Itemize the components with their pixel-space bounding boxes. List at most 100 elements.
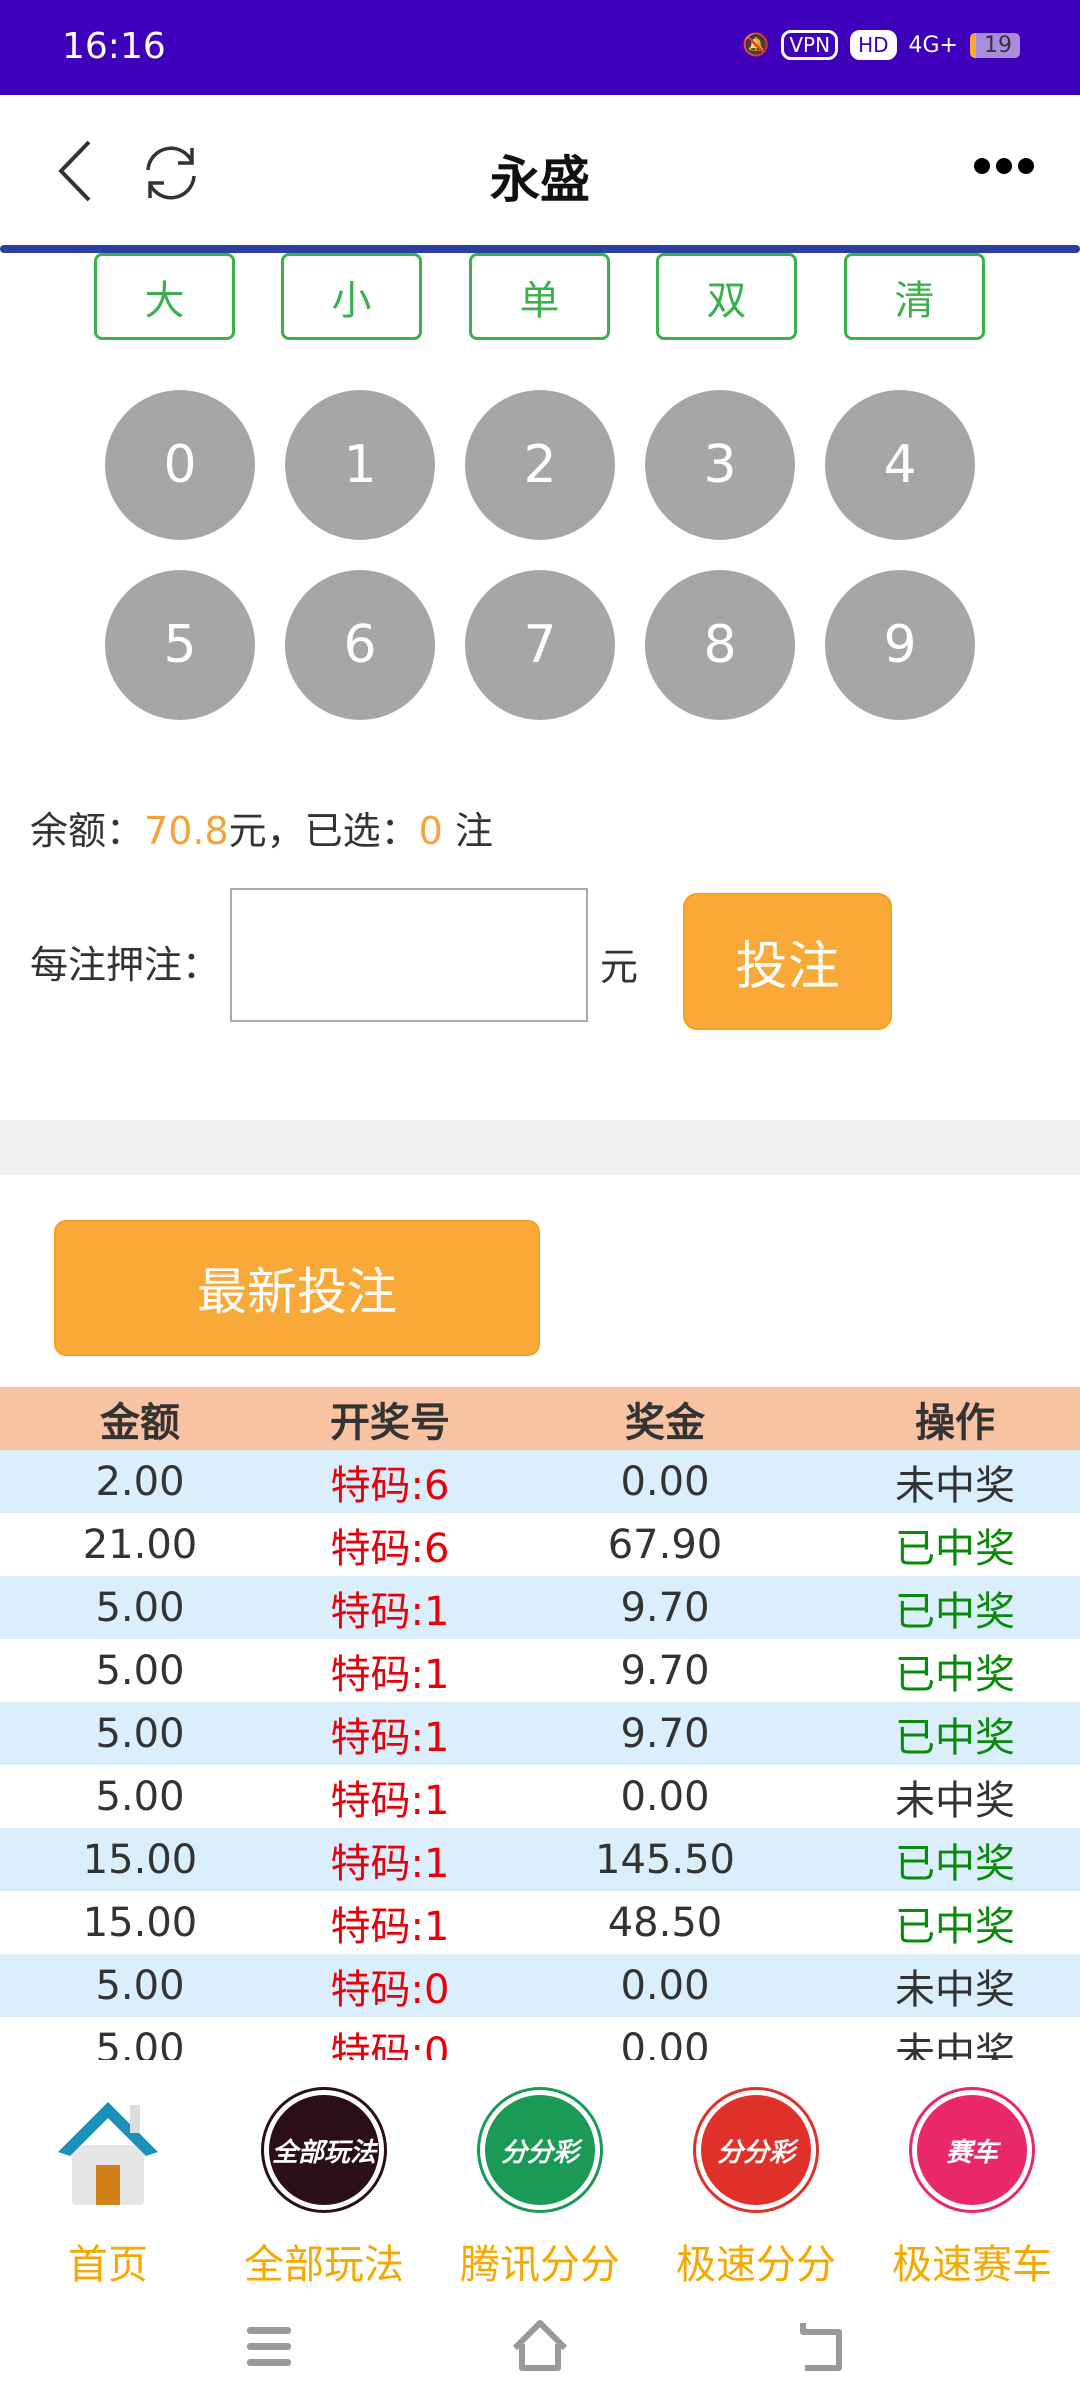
icon-badge-text: 赛车 [945,2137,998,2168]
amount-cell: 15.00 [82,1899,198,1946]
nav-label: 首页 [68,2242,148,2288]
big-button[interactable]: 大 [94,253,235,340]
odd-button[interactable]: 单 [469,253,610,340]
more-icon[interactable] [972,155,1036,177]
hd-icon: HD [850,30,897,60]
draw-number-cell: 特码:1 [330,1714,450,1761]
page-title: 永盛 [490,151,590,209]
status-cell: 未中奖 [895,1966,1015,2013]
table-header: 金额 开奖号 奖金 操作 [0,1387,1080,1450]
draw-number-cell: 特码:6 [330,1462,450,1509]
clear-button[interactable]: 清 [844,253,985,340]
even-button[interactable]: 双 [656,253,797,340]
home-icon [48,2090,168,2210]
amount-cell: 5.00 [95,2025,185,2061]
speed-racing-icon: 赛车 [912,2090,1032,2210]
number-ball[interactable]: 2 [465,390,615,540]
home-nav-icon[interactable] [510,2318,570,2373]
amount-cell: 21.00 [82,1521,198,1568]
number-ball[interactable]: 3 [645,390,795,540]
amount-cell: 5.00 [95,1773,185,1820]
place-bet-button[interactable]: 投注 [683,893,892,1030]
amount-cell: 2.00 [95,1458,185,1505]
prize-cell: 67.90 [607,1521,723,1568]
balance-info: 余额：70.8元，已选：0 注 [30,800,493,855]
table-row: 15.00 特码:1 145.50 已中奖 [0,1828,1080,1891]
number-ball[interactable]: 7 [465,570,615,720]
table-row: 5.00 特码:1 9.70 已中奖 [0,1702,1080,1765]
back-icon[interactable] [55,140,95,202]
bet-amount-label: 每注押注： [30,943,221,987]
draw-number-cell: 特码:1 [330,1588,450,1635]
number-ball[interactable]: 8 [645,570,795,720]
status-cell: 已中奖 [895,1840,1015,1887]
table-row: 5.00 特码:0 0.00 未中奖 [0,1954,1080,2017]
number-ball[interactable]: 0 [105,390,255,540]
refresh-icon[interactable] [138,140,204,206]
draw-number-cell: 特码:0 [330,2029,450,2061]
draw-number-cell: 特码:1 [330,1840,450,1887]
draw-number-cell: 特码:0 [330,1966,450,2013]
app-header: 永盛 [0,95,1080,247]
column-header: 金额 [100,1399,180,1446]
number-ball[interactable]: 4 [825,390,975,540]
amount-cell: 5.00 [95,1584,185,1631]
amount-cell: 5.00 [95,1962,185,2009]
prize-cell: 0.00 [620,1773,710,1820]
nav-item[interactable]: 分分彩 腾讯分分 [432,2090,648,2290]
bottom-nav: 首页 全部玩法 全部玩法 分分彩 腾讯分分 分分彩 极速分分 赛车 极速赛车 [0,2060,1080,2290]
nav-item[interactable]: 全部玩法 全部玩法 [216,2090,432,2290]
battery-icon: 19 [970,32,1020,58]
prize-cell: 145.50 [595,1836,735,1883]
status-cell: 已中奖 [895,1588,1015,1635]
draw-number-cell: 特码:6 [330,1525,450,1572]
table-row: 5.00 特码:1 9.70 已中奖 [0,1639,1080,1702]
back-nav-icon[interactable] [795,2318,850,2373]
speed-ffc-icon: 分分彩 [696,2090,816,2210]
small-button[interactable]: 小 [281,253,422,340]
nav-label: 腾讯分分 [460,2242,620,2288]
draw-number-cell: 特码:1 [330,1651,450,1698]
number-ball[interactable]: 9 [825,570,975,720]
nav-label: 极速赛车 [892,2242,1052,2288]
all-games-icon: 全部玩法 [264,2090,384,2210]
mute-icon: 🔕 [741,32,770,58]
prize-cell: 0.00 [620,2025,710,2061]
prize-cell: 9.70 [620,1584,710,1631]
vpn-icon: VPN [781,30,839,60]
status-cell: 未中奖 [895,1462,1015,1509]
draw-number-cell: 特码:1 [330,1777,450,1824]
table-row: 21.00 特码:6 67.90 已中奖 [0,1513,1080,1576]
bet-unit: 元 [600,945,639,989]
number-ball[interactable]: 5 [105,570,255,720]
amount-cell: 5.00 [95,1647,185,1694]
icon-badge-text: 全部玩法 [271,2137,376,2168]
column-header: 奖金 [625,1399,705,1446]
menu-icon[interactable] [245,2325,295,2370]
nav-item[interactable]: 分分彩 极速分分 [648,2090,864,2290]
latest-bets-button[interactable]: 最新投注 [54,1220,540,1356]
table-row: 5.00 特码:1 9.70 已中奖 [0,1576,1080,1639]
status-cell: 已中奖 [895,1903,1015,1950]
nav-item[interactable]: 首页 [0,2090,216,2290]
balance-unit: 元， [228,809,305,853]
signal-icon: 4G+ [908,32,958,58]
prize-cell: 0.00 [620,1458,710,1505]
nav-label: 极速分分 [676,2242,836,2288]
prize-cell: 9.70 [620,1647,710,1694]
bet-amount-input[interactable] [230,888,588,1022]
section-divider [0,1120,1080,1175]
icon-badge-text: 分分彩 [716,2137,795,2168]
number-ball[interactable]: 1 [285,390,435,540]
status-bar: 16:16 🔕 VPN HD 4G+ 19 [0,0,1080,95]
selected-label: 已选： [304,809,419,853]
nav-label: 全部玩法 [244,2242,404,2288]
icon-badge-text: 分分彩 [500,2137,579,2168]
status-cell: 已中奖 [895,1651,1015,1698]
status-cell: 未中奖 [895,2029,1015,2061]
nav-item[interactable]: 赛车 极速赛车 [864,2090,1080,2290]
column-header: 操作 [915,1399,995,1446]
status-cell: 已中奖 [895,1525,1015,1572]
number-ball[interactable]: 6 [285,570,435,720]
status-cell: 已中奖 [895,1714,1015,1761]
